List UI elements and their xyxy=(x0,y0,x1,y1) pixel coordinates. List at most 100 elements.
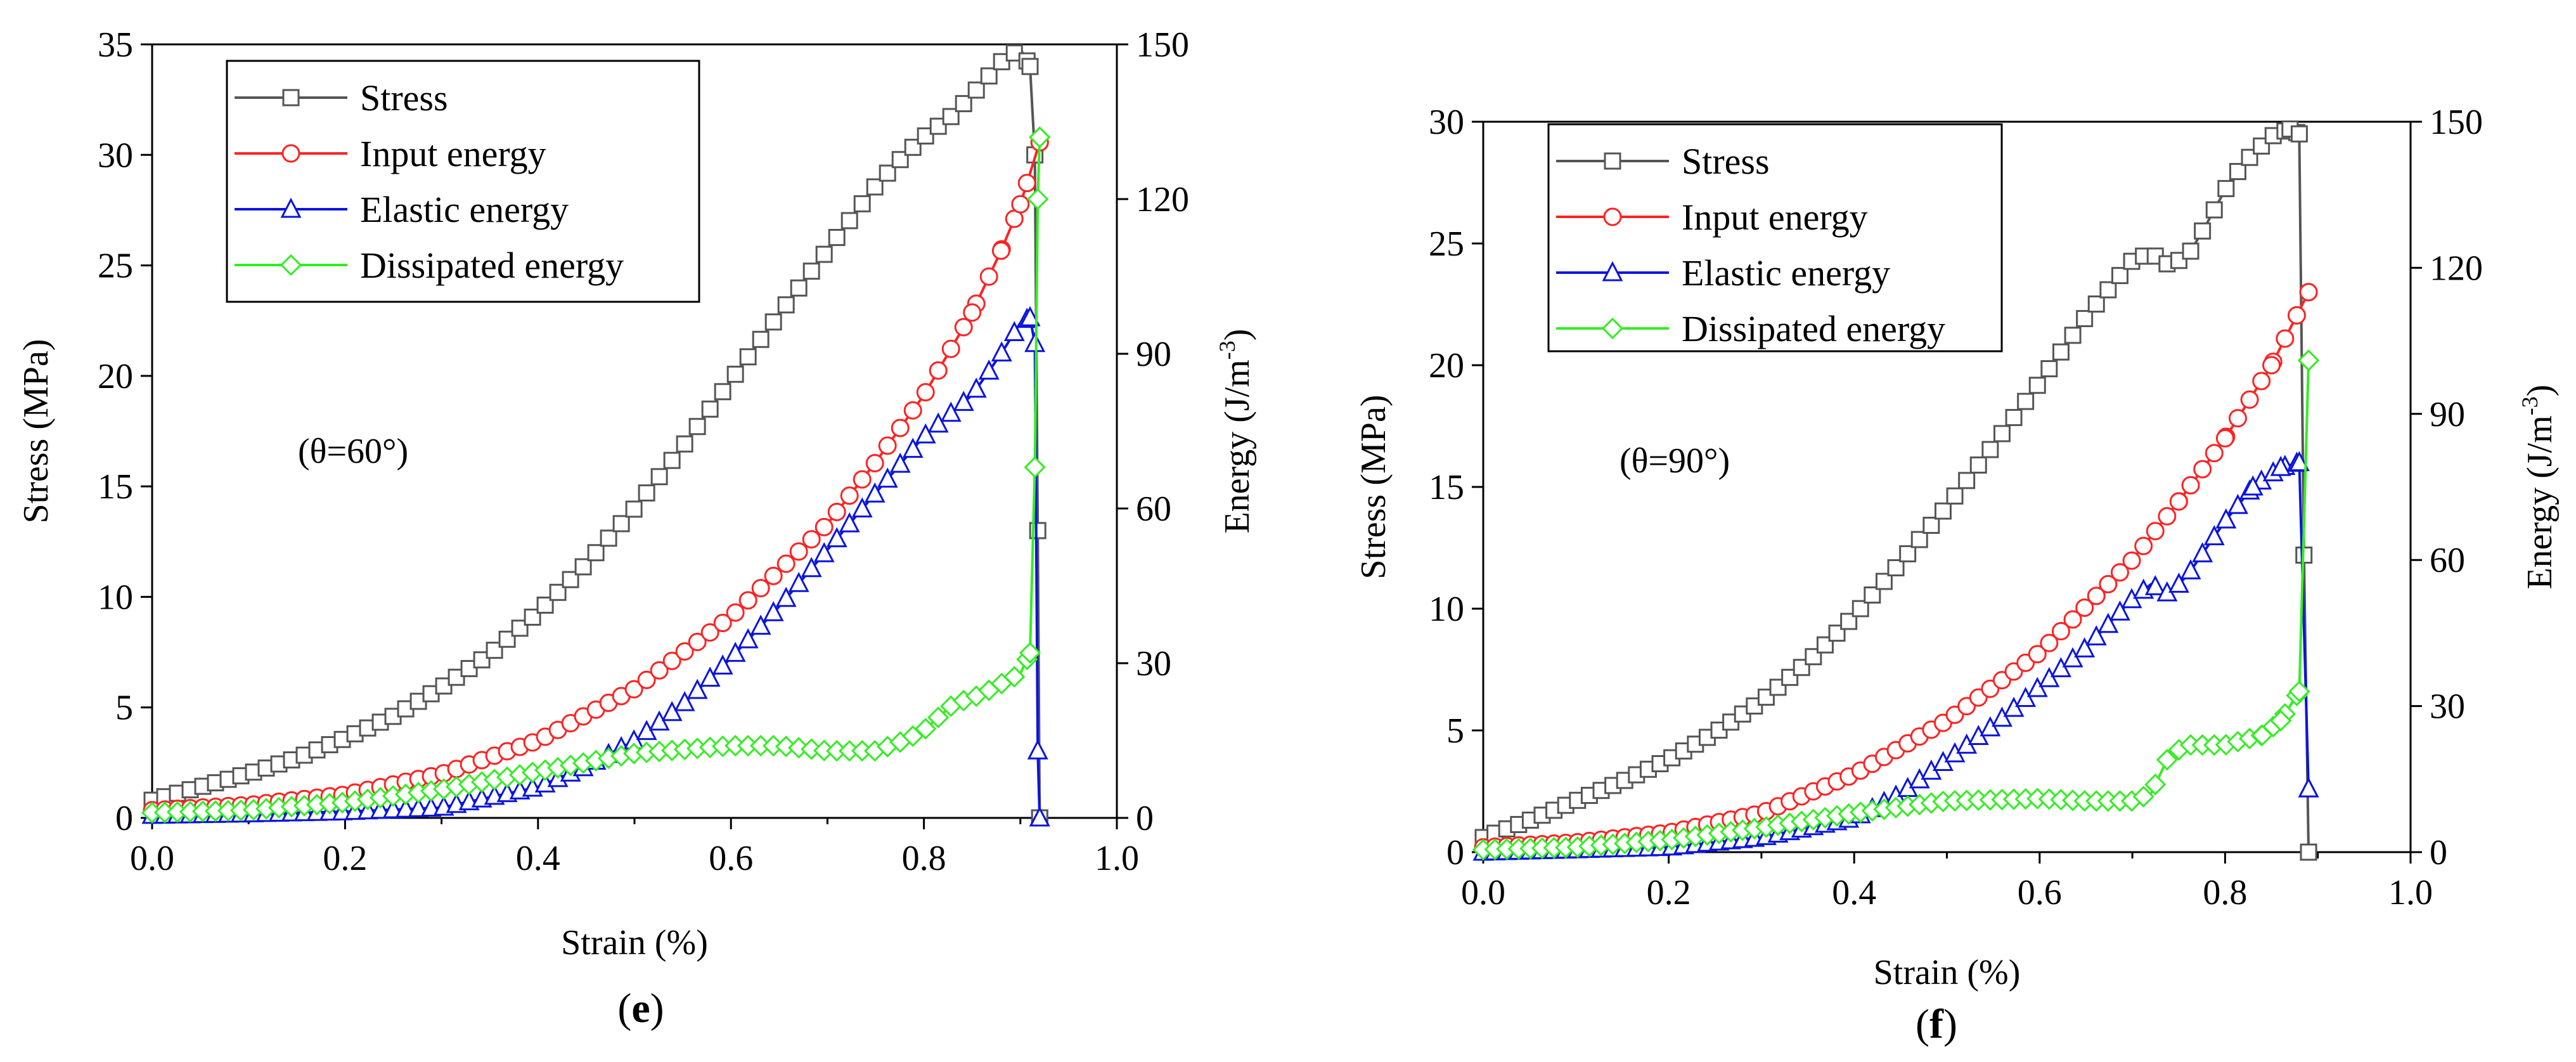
data-point xyxy=(2144,774,2167,796)
x-axis-label: Strain (%) xyxy=(1874,953,2021,992)
y-tick-label: 0 xyxy=(115,799,133,838)
data-point xyxy=(954,318,973,337)
data-point xyxy=(1946,487,1964,505)
data-point xyxy=(2017,392,2035,410)
data-point xyxy=(763,601,784,621)
data-point xyxy=(2109,600,2130,621)
data-point xyxy=(738,591,757,610)
y-tick-label: 20 xyxy=(98,357,133,396)
data-point xyxy=(839,512,860,533)
data-point xyxy=(865,453,884,472)
y2-tick-label: 120 xyxy=(2430,249,2483,288)
y2-axis-label: Energy (J/m-3) xyxy=(1214,329,1257,534)
data-point xyxy=(408,797,429,817)
data-point xyxy=(827,502,846,521)
data-point xyxy=(420,796,442,817)
data-point xyxy=(1003,321,1025,342)
data-point xyxy=(802,530,821,549)
y2-axis-label: Energy (J/m-3) xyxy=(2517,385,2560,590)
data-point xyxy=(1027,188,1049,210)
legend-item: Dissipated energy xyxy=(235,245,624,286)
data-point xyxy=(2253,137,2270,155)
y2-tick-label: 150 xyxy=(2430,103,2483,142)
legend-swatch-marker xyxy=(281,144,300,163)
condition-annotation: (θ=60°) xyxy=(298,432,408,471)
data-point xyxy=(2192,542,2213,562)
y2-tick-label: 30 xyxy=(2430,687,2465,727)
data-point xyxy=(1875,573,1893,590)
data-point xyxy=(1969,456,1987,474)
data-point xyxy=(915,423,936,444)
data-point xyxy=(1981,441,1999,458)
data-point xyxy=(2227,493,2248,514)
y2-tick-label: 0 xyxy=(2430,833,2447,872)
data-point xyxy=(395,797,416,818)
data-point xyxy=(967,81,985,99)
data-point xyxy=(2122,551,2141,570)
data-point xyxy=(663,451,681,469)
data-point xyxy=(2087,586,2106,605)
legend-item: Input energy xyxy=(235,133,546,174)
series-dissipated-energy xyxy=(1472,349,2320,861)
data-point xyxy=(2005,409,2023,427)
data-point xyxy=(2181,476,2200,495)
data-point xyxy=(739,348,757,366)
data-point xyxy=(2087,295,2105,313)
data-point xyxy=(1024,456,1046,479)
data-point xyxy=(2003,696,2025,717)
y-tick-label: 25 xyxy=(1429,224,1464,264)
panel-label-e-letter: e xyxy=(631,985,650,1032)
data-point xyxy=(650,661,669,680)
data-point xyxy=(1027,739,1048,760)
data-point xyxy=(2251,724,2274,746)
data-point xyxy=(688,418,706,436)
data-point xyxy=(1899,545,1917,562)
data-point xyxy=(1019,642,1041,664)
y-tick-label: 0 xyxy=(1446,833,1464,872)
data-point xyxy=(2028,377,2046,394)
data-point xyxy=(813,541,835,562)
data-point xyxy=(686,678,708,699)
data-point xyxy=(1922,516,1940,534)
data-point xyxy=(902,437,924,458)
data-point xyxy=(2085,625,2107,645)
y-tick-label: 5 xyxy=(115,689,133,728)
data-point xyxy=(661,701,683,722)
data-point xyxy=(815,517,834,536)
data-point xyxy=(2040,360,2058,378)
data-point xyxy=(2063,610,2082,629)
data-point xyxy=(2288,680,2310,703)
data-point xyxy=(1024,332,1046,353)
data-point xyxy=(650,468,668,486)
data-point xyxy=(2076,309,2094,327)
legend-label: Elastic energy xyxy=(360,189,569,230)
data-point xyxy=(726,365,744,383)
data-point xyxy=(1793,659,1810,677)
data-point xyxy=(1980,716,2001,737)
data-point xyxy=(2062,647,2083,668)
series-line xyxy=(1483,360,2310,852)
data-point xyxy=(2205,201,2223,219)
x-tick-label: 0.0 xyxy=(130,839,174,878)
data-point xyxy=(991,341,1012,362)
data-point xyxy=(777,296,795,314)
data-point xyxy=(2228,409,2247,428)
data-point xyxy=(624,680,643,699)
series-stress xyxy=(143,44,1048,827)
data-point xyxy=(2052,343,2070,361)
y2-tick-label: 0 xyxy=(1136,799,1154,838)
y2-tick-label: 60 xyxy=(1136,489,1171,529)
data-point xyxy=(2270,709,2292,732)
x-tick-label: 1.0 xyxy=(2388,873,2433,912)
data-point xyxy=(382,798,404,819)
x-tick-label: 0.4 xyxy=(516,839,560,878)
legend-label: Input energy xyxy=(360,133,546,174)
x-tick-label: 0.2 xyxy=(323,839,367,878)
data-point xyxy=(2074,637,2096,657)
data-point xyxy=(815,245,833,263)
y-tick-label: 15 xyxy=(1429,468,1464,507)
x-tick-label: 0.8 xyxy=(2203,873,2247,912)
data-point xyxy=(600,529,617,547)
y-tick-label: 5 xyxy=(1446,711,1464,751)
legend-item: Dissipated energy xyxy=(1556,308,1945,349)
